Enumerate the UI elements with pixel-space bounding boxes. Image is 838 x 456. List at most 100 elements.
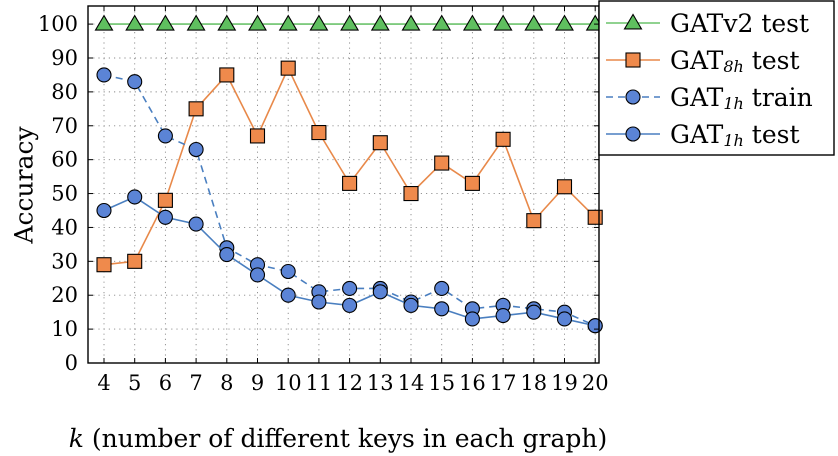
legend-marker-3 <box>625 126 641 142</box>
y-tick-label-30: 30 <box>51 249 78 273</box>
legend-label-sub-3: 1h <box>723 131 743 150</box>
x-tick-label-18: 18 <box>520 371 547 395</box>
series-3-point-15 <box>434 301 450 317</box>
series-3-point-12 <box>342 297 358 313</box>
series-3-point-17 <box>495 308 511 324</box>
y-tick-label-10: 10 <box>51 317 78 341</box>
y-tick-label-80: 80 <box>51 80 78 104</box>
series-1-point-18 <box>526 213 542 229</box>
series-0-point-10 <box>278 14 298 31</box>
x-tick-label-13: 13 <box>367 371 394 395</box>
x-tick-label-5: 5 <box>128 371 141 395</box>
series-0-point-6 <box>155 14 175 31</box>
x-tick-label-19: 19 <box>551 371 578 395</box>
legend-item-1: GAT8h test <box>606 46 800 76</box>
x-tick-label-11: 11 <box>306 371 333 395</box>
series-0-point-11 <box>309 14 329 31</box>
series-3-point-6 <box>157 209 173 225</box>
x-tick-label-6: 6 <box>159 371 172 395</box>
series-0-point-18 <box>524 14 544 31</box>
legend-label-sub-1: 8h <box>723 57 743 76</box>
series-1-point-17 <box>495 131 511 147</box>
series-0-point-14 <box>401 14 421 31</box>
x-tick-label-17: 17 <box>490 371 517 395</box>
legend-marker-1 <box>625 52 641 68</box>
x-axis-variable: k <box>69 424 84 453</box>
series-3-point-7 <box>188 216 204 232</box>
series-3-point-4 <box>96 202 112 219</box>
series-0 <box>94 14 605 31</box>
series-3-point-14 <box>403 297 419 313</box>
x-tick-label-15: 15 <box>428 371 455 395</box>
legend-label-1: GAT8h test <box>670 46 800 76</box>
series-2-point-10 <box>280 263 296 280</box>
y-tick-label-70: 70 <box>51 114 78 138</box>
series-2-point-12 <box>342 280 358 296</box>
series-0-point-8 <box>217 14 237 31</box>
x-axis-description: (number of different keys in each graph) <box>84 424 607 453</box>
y-axis-label: Accuracy <box>10 126 39 245</box>
series-3-point-18 <box>526 304 542 320</box>
series-3-point-11 <box>311 294 327 310</box>
series-2-point-4 <box>96 67 112 83</box>
series-1-point-14 <box>403 186 419 202</box>
series-1-point-20 <box>587 209 603 225</box>
y-ticks: 0 10 20 30 40 50 60 70 80 90 100 <box>38 12 599 375</box>
x-tick-label-7: 7 <box>189 371 202 395</box>
y-tick-label-40: 40 <box>51 215 78 239</box>
series-1-point-12 <box>342 175 358 191</box>
series-0-point-17 <box>493 14 513 31</box>
legend-label-suffix-1: test <box>744 46 800 75</box>
legend-label-base-3: GAT <box>670 120 724 149</box>
series-0-point-15 <box>432 14 452 31</box>
legend-label-0: GATv2 test <box>670 9 809 38</box>
series-1 <box>96 60 603 273</box>
y-tick-label-0: 0 <box>65 351 78 375</box>
series-3-point-16 <box>464 311 480 327</box>
series-0-point-4 <box>94 14 114 31</box>
y-tick-label-100: 100 <box>38 12 78 36</box>
series-3 <box>96 189 603 334</box>
series-1-point-6 <box>157 192 173 208</box>
series-3-point-13 <box>372 284 388 300</box>
y-tick-label-50: 50 <box>51 182 78 206</box>
x-tick-label-9: 9 <box>251 371 264 395</box>
series-1-point-5 <box>127 253 143 269</box>
legend-label-base-0: GATv2 <box>670 9 753 38</box>
series-2-point-7 <box>188 141 204 158</box>
x-tick-label-20: 20 <box>582 371 609 395</box>
legend-label-3: GAT1h test <box>670 120 800 150</box>
series-3-point-9 <box>249 267 266 283</box>
series-1-point-16 <box>464 175 480 191</box>
series-3-point-8 <box>219 247 235 263</box>
x-tick-label-14: 14 <box>398 371 425 395</box>
x-axis-label: k (number of different keys in each grap… <box>69 424 607 453</box>
series-1-point-4 <box>96 257 112 273</box>
x-ticks: 4 5 6 7 8 9 10 11 12 13 14 15 16 17 18 19 20 <box>97 6 609 395</box>
series-1-point-8 <box>219 67 235 83</box>
legend-label-sub-2: 1h <box>723 94 743 113</box>
series-3-point-19 <box>556 311 573 327</box>
x-tick-label-10: 10 <box>275 371 302 395</box>
series-2-point-5 <box>127 74 143 90</box>
legend-marker-0 <box>623 13 643 30</box>
y-tick-label-90: 90 <box>51 46 78 70</box>
series-0-point-5 <box>125 14 145 31</box>
series-3-point-20 <box>587 318 603 334</box>
series-0-point-9 <box>248 14 267 31</box>
series-1-point-15 <box>434 155 450 171</box>
legend-label-suffix-2: train <box>744 83 813 112</box>
series-0-point-13 <box>370 14 390 31</box>
plot-frame <box>87 5 600 364</box>
legend-label-suffix-3: test <box>744 120 800 149</box>
legend-item-2: GAT1h train <box>606 83 813 113</box>
legend-marker-2 <box>625 89 641 105</box>
series-1-point-7 <box>188 101 204 117</box>
series-3-point-10 <box>280 287 296 303</box>
series-3-point-5 <box>127 189 143 205</box>
series-1-point-10 <box>280 60 296 76</box>
series-0-point-7 <box>186 14 206 31</box>
series-1-point-13 <box>372 135 388 151</box>
